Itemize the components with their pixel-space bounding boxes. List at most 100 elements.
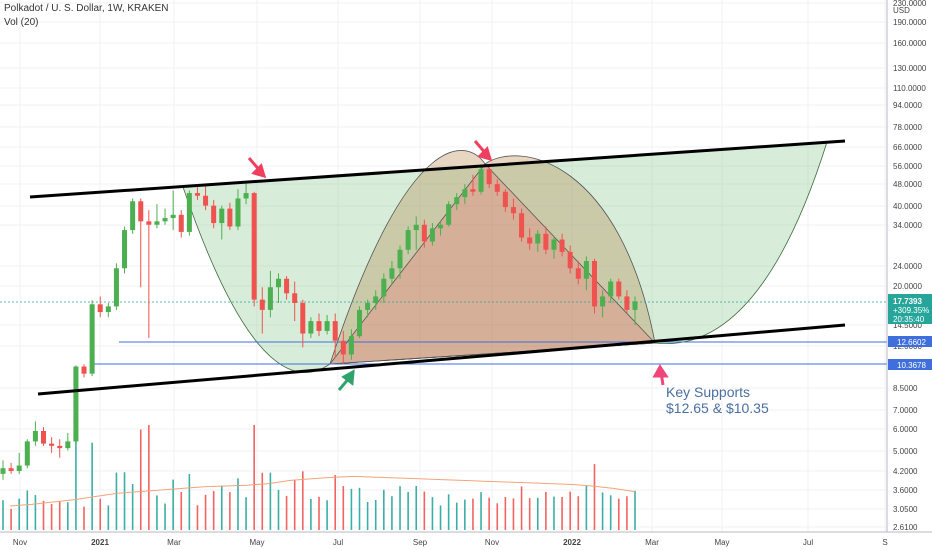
candle-body [486, 169, 492, 185]
x-tick-label: May [249, 538, 264, 547]
price-tag-change: +309.35% [893, 306, 929, 315]
candle-body [65, 441, 71, 449]
volume-bar [301, 471, 304, 530]
volume-bar [293, 479, 296, 530]
volume-bar [83, 506, 85, 530]
price-tag-countdown: 20:35:40 [893, 315, 925, 324]
pink-arrow-icon [652, 364, 669, 386]
volume-bar [488, 497, 490, 530]
candle-body [0, 468, 6, 474]
y-tick-label: 7.0000 [893, 406, 918, 415]
volume-bar [10, 508, 12, 530]
candle-body [616, 281, 622, 297]
candle-body [97, 304, 103, 313]
volume-bar [447, 494, 450, 530]
candle-body [267, 287, 273, 310]
candle-body [429, 228, 435, 242]
candle-body [178, 214, 184, 232]
volume-bar [34, 495, 37, 530]
x-tick-label: S [882, 538, 887, 547]
volume-bar [58, 501, 61, 530]
candle-body [470, 189, 476, 192]
y-tick-label: 4.2000 [893, 467, 918, 476]
candle-body [543, 233, 549, 250]
candle-body [24, 441, 30, 466]
volume-bar [334, 475, 337, 530]
red-arrow-icon [473, 140, 493, 162]
volume-bar [75, 440, 77, 530]
candle-body [8, 468, 14, 471]
candle-body [130, 201, 136, 231]
annotation-line-1: Key Supports [666, 384, 750, 400]
svg-text:10.3678: 10.3678 [897, 361, 926, 370]
volume-bar [634, 490, 636, 530]
volume-bar [415, 486, 418, 530]
candle-body [340, 340, 346, 355]
candle-body [454, 197, 460, 205]
candle-body [122, 230, 128, 269]
candle-body [32, 430, 38, 442]
candle-body [348, 336, 354, 355]
candle-body [600, 296, 606, 307]
candle-body [308, 321, 314, 334]
candle-body [138, 201, 144, 222]
candle-body [81, 366, 87, 374]
price-axis [887, 0, 932, 550]
volume-bar [626, 496, 628, 530]
y-tick-label: 230.0000 [893, 0, 927, 8]
red-arrow-icon [247, 157, 267, 179]
volume-bar [148, 425, 150, 530]
x-tick-label: Nov [485, 538, 499, 547]
candle-body [41, 430, 47, 444]
y-tick-label: 34.0000 [893, 221, 922, 230]
volume-bar [139, 429, 142, 530]
volume-bar [577, 496, 580, 530]
candle-body [567, 251, 573, 269]
candle-body [219, 208, 225, 224]
volume-bar [512, 498, 515, 530]
candle-body [275, 278, 281, 288]
volume-bar [407, 491, 409, 530]
volume-bar [2, 500, 4, 530]
volume-bar [439, 505, 442, 530]
candle-body [438, 224, 444, 229]
candle-body [211, 205, 217, 224]
volume-indicator-label[interactable]: Vol (20) [4, 17, 39, 28]
candle-body [608, 281, 614, 297]
volume-bar [585, 485, 588, 530]
volume-bar [536, 497, 539, 530]
volume-bar [131, 484, 134, 530]
volume-bar [42, 500, 45, 530]
candle-body [494, 184, 500, 192]
y-tick-label: 2.6100 [893, 523, 918, 532]
y-tick-label: 94.0000 [893, 101, 922, 110]
candles-layer [0, 166, 638, 480]
candle-body [462, 189, 468, 198]
chart-grid [0, 0, 887, 532]
volume-bar [528, 498, 531, 530]
candle-body [389, 268, 395, 279]
price-tag-price: 17.7393 [893, 297, 922, 306]
volume-bar [326, 500, 328, 530]
y-tick-label: 160.0000 [893, 39, 927, 48]
candle-body [284, 278, 290, 294]
y-tick-label: 3.0500 [893, 505, 918, 514]
candle-body [89, 304, 95, 374]
volume-bar [455, 502, 458, 530]
volume-bar [188, 473, 191, 530]
chart-title: Polkadot / U. S. Dollar, 1W, KRAKEN [4, 3, 169, 14]
x-tick-label: Mar [167, 538, 181, 547]
y-tick-label: 14.5000 [893, 321, 922, 330]
x-tick-label: Nov [13, 538, 27, 547]
candle-body [300, 302, 306, 334]
y-tick-label: 130.0000 [893, 64, 927, 73]
volume-bar [593, 464, 596, 530]
candle-body [105, 306, 111, 313]
volume-layer [2, 425, 636, 530]
volume-ma-line [9, 475, 636, 507]
volume-bar [253, 425, 255, 530]
candle-body [527, 237, 533, 244]
volume-bar [617, 498, 620, 530]
y-tick-label: 56.0000 [893, 162, 922, 171]
